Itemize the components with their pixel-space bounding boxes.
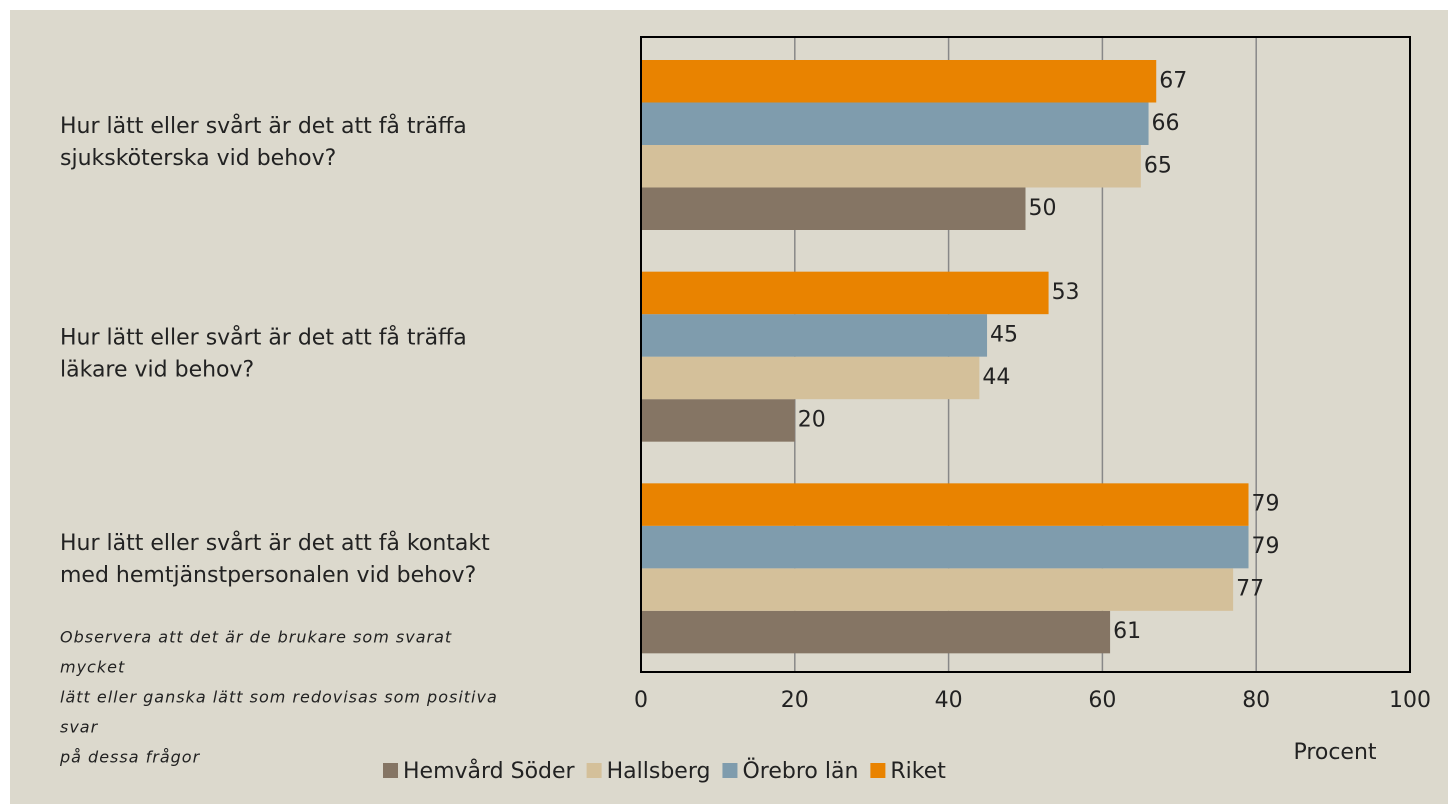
legend-swatch bbox=[870, 763, 886, 778]
category-label: Hur lätt eller svårt är det att få träff… bbox=[60, 113, 467, 139]
x-tick-label: 40 bbox=[935, 688, 963, 713]
value-label: 61 bbox=[1113, 619, 1141, 644]
bar bbox=[641, 187, 1026, 230]
category-label: Hur lätt eller svårt är det att få träff… bbox=[60, 325, 467, 351]
value-label: 53 bbox=[1052, 280, 1080, 305]
category-label: läkare vid behov? bbox=[60, 358, 254, 383]
plot-frame bbox=[640, 36, 1411, 673]
category-label: Hur lätt eller svårt är det att få konta… bbox=[60, 530, 490, 556]
bar bbox=[641, 314, 988, 357]
value-label: 66 bbox=[1152, 111, 1180, 136]
legend-label: Örebro län bbox=[742, 758, 858, 784]
bar bbox=[641, 60, 1157, 103]
category-label: sjuksköterska vid behov? bbox=[60, 146, 336, 171]
value-label: 44 bbox=[982, 365, 1010, 390]
annotation: Observera att det är de brukare som svar… bbox=[60, 628, 452, 647]
annotation: mycket bbox=[60, 658, 125, 677]
bar bbox=[641, 271, 1049, 315]
value-label: 79 bbox=[1252, 492, 1280, 517]
bar bbox=[641, 102, 1149, 145]
value-label: 20 bbox=[798, 407, 826, 432]
bar bbox=[641, 525, 1249, 569]
bar bbox=[641, 610, 1111, 654]
x-tick-label: 20 bbox=[781, 688, 809, 713]
x-axis-label: Procent bbox=[1293, 740, 1376, 765]
annotation: på dessa frågor bbox=[59, 748, 201, 767]
value-label: 77 bbox=[1236, 577, 1264, 602]
category-label: med hemtjänstpersonalen vid behov? bbox=[60, 563, 476, 588]
bar bbox=[641, 568, 1234, 611]
x-tick-label: 80 bbox=[1242, 688, 1270, 713]
bar bbox=[641, 399, 795, 442]
legend-swatch bbox=[722, 763, 738, 778]
legend-swatch bbox=[586, 763, 602, 778]
value-label: 67 bbox=[1159, 68, 1187, 93]
x-tick-label: 0 bbox=[634, 688, 648, 713]
bar bbox=[641, 483, 1249, 526]
value-label: 45 bbox=[990, 322, 1018, 347]
legend-swatch bbox=[383, 763, 398, 778]
legend-label: Riket bbox=[890, 759, 946, 784]
value-label: 79 bbox=[1252, 534, 1280, 559]
bar bbox=[641, 356, 980, 400]
bar bbox=[641, 145, 1141, 188]
x-tick-label: 100 bbox=[1389, 688, 1431, 713]
x-tick-label: 60 bbox=[1088, 688, 1116, 713]
legend-label: Hemvård Söder bbox=[403, 758, 576, 784]
annotation: lätt eller ganska lätt som redovisas som… bbox=[60, 688, 498, 707]
legend-label: Hallsberg bbox=[607, 759, 711, 784]
value-label: 50 bbox=[1029, 196, 1057, 221]
annotation: svar bbox=[60, 718, 99, 737]
value-label: 65 bbox=[1144, 153, 1172, 178]
